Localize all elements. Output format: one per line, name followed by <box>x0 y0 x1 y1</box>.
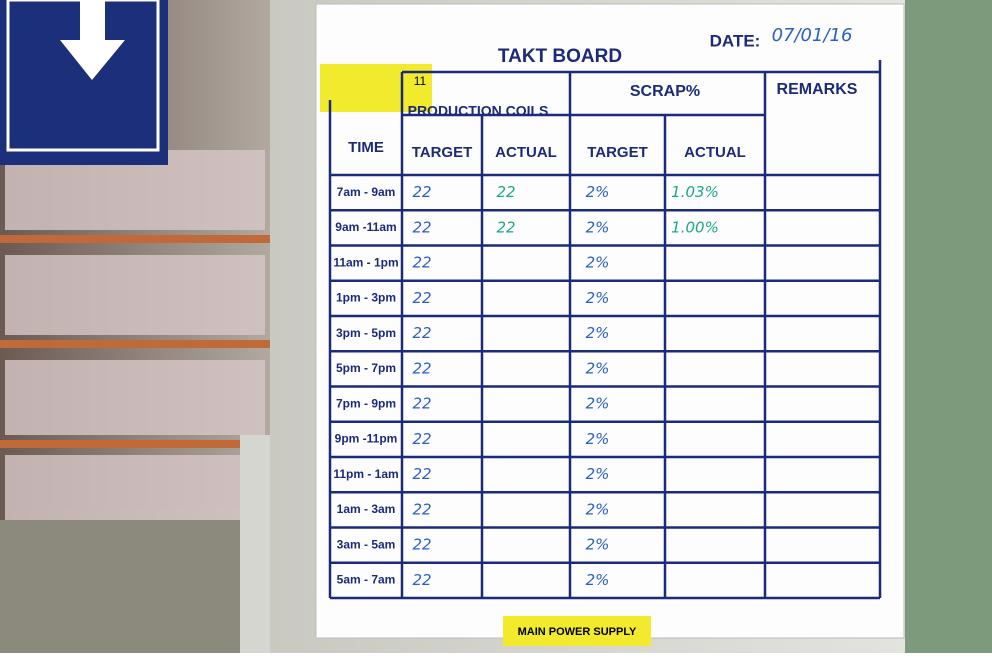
cell-target: 22 <box>412 500 431 518</box>
row-time: 3pm - 5pm <box>336 326 396 340</box>
power-sign-text: MAIN POWER SUPPLY <box>518 626 637 638</box>
cell-scrap-target: 2% <box>586 183 610 201</box>
header-sub: TARGET <box>412 144 473 161</box>
cell-scrap-target: 2% <box>586 395 610 413</box>
row-time: 1pm - 3pm <box>336 291 396 305</box>
header-sub: ACTUAL <box>684 144 746 161</box>
cell-scrap-target: 2% <box>586 324 610 342</box>
cell-target: 22 <box>412 536 431 554</box>
shelves <box>0 235 280 448</box>
power-sign <box>503 616 651 646</box>
row-time: 9am -11am <box>335 220 396 234</box>
header-sub: ACTUAL <box>495 144 557 161</box>
cell-target: 22 <box>412 571 431 589</box>
row-time: 7am - 9am <box>337 185 396 199</box>
arrow-sign-border <box>6 0 160 152</box>
cell-scrap-actual: 1.00% <box>671 218 719 236</box>
header-scrap: SCRAP% <box>630 83 700 100</box>
arrow <box>60 0 125 80</box>
row-time: 3am - 5am <box>337 537 396 551</box>
row-time: 5am - 7am <box>337 573 396 587</box>
cell-scrap-target: 2% <box>586 465 610 483</box>
cell-scrap-target: 2% <box>586 430 610 448</box>
cell-target: 22 <box>412 324 431 342</box>
board-grid: TIME PRODUCTION COILS SCRAP% REMARKS TARGET A… <box>328 60 882 600</box>
row-time: 11pm - 1am <box>333 467 398 481</box>
green-door <box>905 0 992 653</box>
date-label: DATE: <box>710 31 761 50</box>
header-time: TIME <box>348 139 384 156</box>
cell-target: 22 <box>412 465 431 483</box>
cabinet <box>240 435 275 653</box>
cell-target: 22 <box>412 395 431 413</box>
cell-scrap-target: 2% <box>586 218 610 236</box>
row-time: 5pm - 7pm <box>336 361 396 375</box>
cell-scrap-target: 2% <box>586 359 610 377</box>
board-title: TAKT BOARD <box>498 46 622 67</box>
cell-target: 22 <box>412 183 431 201</box>
cell-target: 22 <box>412 218 431 236</box>
cell-scrap-target: 2% <box>586 289 610 307</box>
cell-target: 22 <box>412 254 431 272</box>
cell-target: 22 <box>412 430 431 448</box>
cell-actual: 22 <box>496 183 515 201</box>
header-sub: TARGET <box>587 144 648 161</box>
cell-scrap-actual: 1.03% <box>671 183 719 201</box>
cell-target: 22 <box>412 359 431 377</box>
cell-actual: 22 <box>496 218 515 236</box>
header-production: PRODUCTION COILS <box>408 103 549 119</box>
cell-scrap-target: 2% <box>586 571 610 589</box>
row-time: 11am - 1pm <box>333 255 398 269</box>
board-no: 11 <box>414 74 427 88</box>
cell-target: 22 <box>412 289 431 307</box>
cell-scrap-target: 2% <box>586 500 610 518</box>
goods <box>5 150 265 520</box>
date: 07/01/16 <box>772 25 853 46</box>
header-remarks: REMARKS <box>777 81 858 98</box>
cell-scrap-target: 2% <box>586 254 610 272</box>
row-time: 1am - 3am <box>337 502 396 516</box>
row-time: 9pm -11pm <box>335 432 398 446</box>
row-time: 7pm - 9pm <box>336 396 396 410</box>
cell-scrap-target: 2% <box>586 536 610 554</box>
